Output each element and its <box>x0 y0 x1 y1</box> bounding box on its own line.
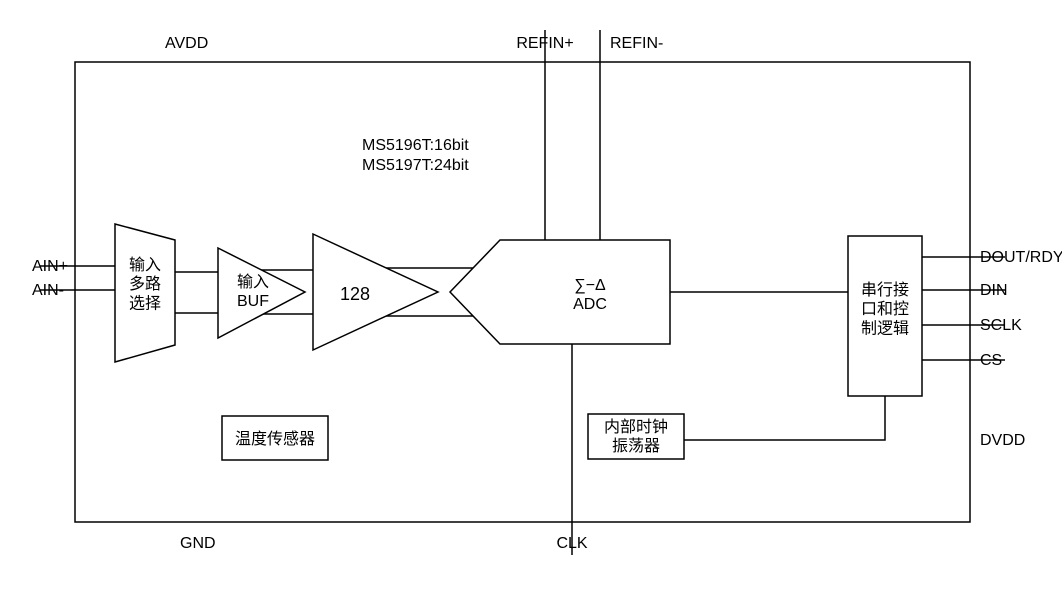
pin-clk-label: CLK <box>556 535 587 552</box>
block-serial-label: 制逻辑 <box>861 319 909 337</box>
pin-ain_n-label: AIN- <box>32 282 64 299</box>
block-serial-label: 串行接 <box>861 281 909 299</box>
block-temp-label: 温度传感器 <box>235 430 315 448</box>
block-pga-label: 128 <box>340 284 370 304</box>
pin-din-label: DIN <box>980 282 1008 299</box>
block-buf-label: 输入 <box>237 273 269 291</box>
block-adc-label: ADC <box>573 296 607 313</box>
block-mux-label: 选择 <box>129 294 161 312</box>
block-osc-label: 内部时钟 <box>604 418 668 436</box>
pin-cs-label: CS <box>980 352 1002 369</box>
block-buf-label: BUF <box>237 293 269 310</box>
pin-sclk-label: SCLK <box>980 317 1022 334</box>
pin-ain_p-label: AIN+ <box>32 258 68 275</box>
block-adc <box>450 240 670 344</box>
annotation-line: MS5196T:16bit <box>362 137 469 154</box>
annotation-line: MS5197T:24bit <box>362 157 469 174</box>
pin-refin_p-label: REFIN+ <box>516 35 573 52</box>
block-adc-label: ∑−Δ <box>574 277 606 294</box>
pin-dvdd-label: DVDD <box>980 432 1025 449</box>
pin-avdd-label: AVDD <box>165 35 208 52</box>
block-mux-label: 多路 <box>129 275 161 293</box>
pin-dout-label: DOUT/RDY <box>980 249 1062 266</box>
block-mux-label: 输入 <box>129 256 161 274</box>
pin-gnd-label: GND <box>180 535 216 552</box>
block-osc-label: 振荡器 <box>612 437 660 455</box>
pin-refin_n-label: REFIN- <box>610 35 663 52</box>
block-serial-label: 口和控 <box>861 300 909 318</box>
block-pga <box>313 234 438 350</box>
wire-osc_serial <box>684 396 885 440</box>
